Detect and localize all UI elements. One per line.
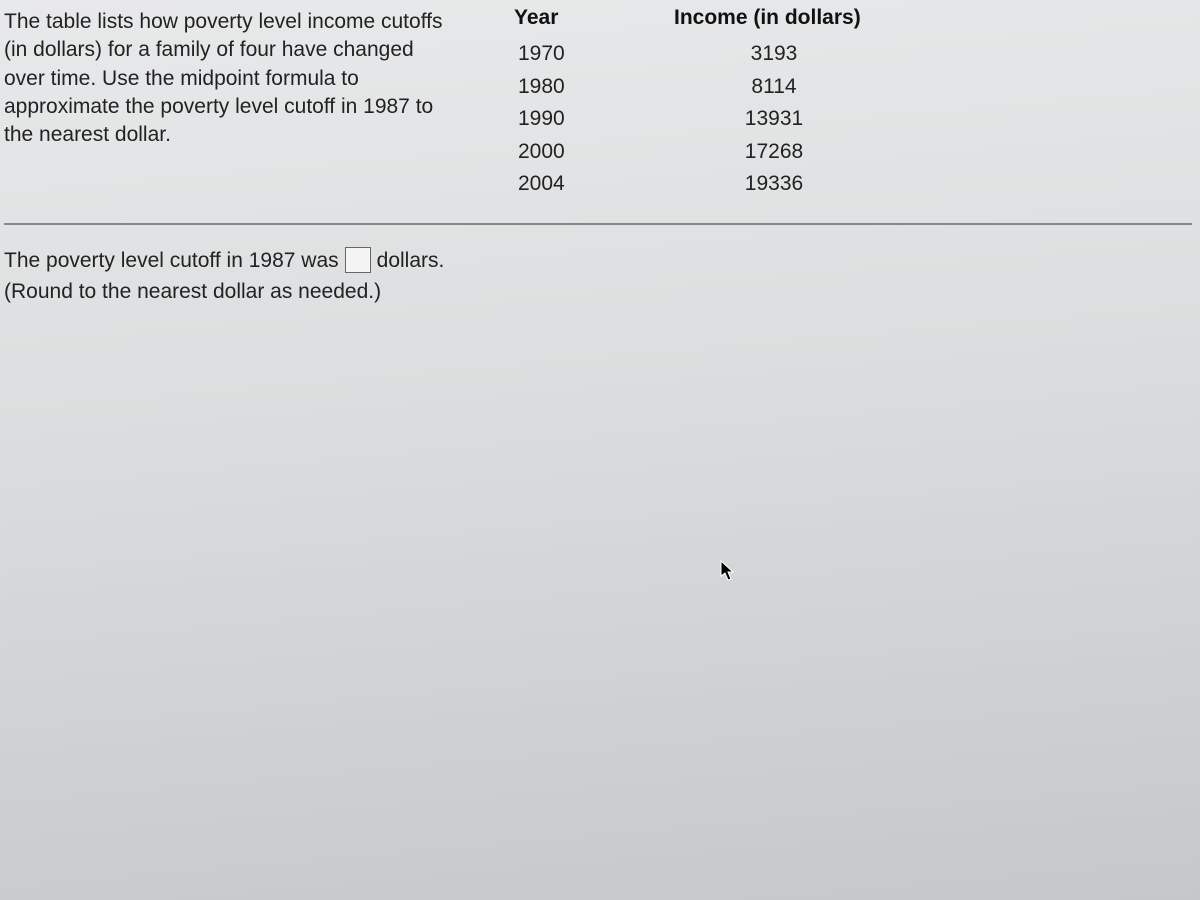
answer-hint: (Round to the nearest dollar as needed.) — [4, 276, 1192, 308]
cell-income: 3193 — [674, 38, 934, 71]
table-row: 1990 13931 — [514, 103, 1192, 136]
cell-income: 19336 — [674, 168, 934, 201]
answer-section: The poverty level cutoff in 1987 was dol… — [4, 245, 1192, 308]
content-wrapper: The table lists how poverty level income… — [0, 0, 1200, 308]
column-header-income: Income (in dollars) — [674, 6, 934, 30]
table-row: 2004 19336 — [514, 168, 1192, 201]
table-header-row: Year Income (in dollars) — [514, 6, 1192, 30]
column-header-year: Year — [514, 6, 674, 30]
cell-year: 1970 — [514, 38, 674, 71]
cell-year: 1990 — [514, 103, 674, 136]
cell-income: 17268 — [674, 136, 934, 169]
cell-year: 1980 — [514, 71, 674, 104]
table-row: 2000 17268 — [514, 136, 1192, 169]
cursor-icon — [720, 560, 736, 582]
answer-prefix-text: The poverty level cutoff in 1987 was — [4, 245, 339, 277]
cell-year: 2004 — [514, 168, 674, 201]
problem-statement: The table lists how poverty level income… — [4, 4, 454, 201]
cell-income: 8114 — [674, 71, 934, 104]
poverty-table: Year Income (in dollars) 1970 3193 1980 … — [514, 4, 1192, 201]
answer-line: The poverty level cutoff in 1987 was dol… — [4, 245, 1192, 277]
top-section: The table lists how poverty level income… — [4, 4, 1192, 217]
answer-suffix-text: dollars. — [377, 245, 445, 277]
section-divider — [4, 223, 1192, 225]
cell-income: 13931 — [674, 103, 934, 136]
cell-year: 2000 — [514, 136, 674, 169]
table-row: 1970 3193 — [514, 38, 1192, 71]
table-row: 1980 8114 — [514, 71, 1192, 104]
answer-input[interactable] — [345, 247, 371, 273]
